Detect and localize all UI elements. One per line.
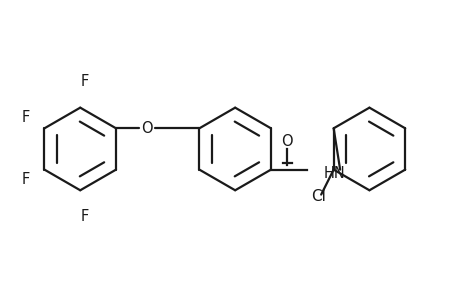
Text: F: F [22, 110, 30, 125]
Text: F: F [80, 209, 88, 224]
Text: HN: HN [323, 166, 345, 181]
Text: F: F [80, 74, 88, 89]
Text: Cl: Cl [310, 189, 325, 204]
Text: O: O [281, 134, 292, 149]
Text: O: O [141, 121, 152, 136]
Text: F: F [22, 172, 30, 188]
